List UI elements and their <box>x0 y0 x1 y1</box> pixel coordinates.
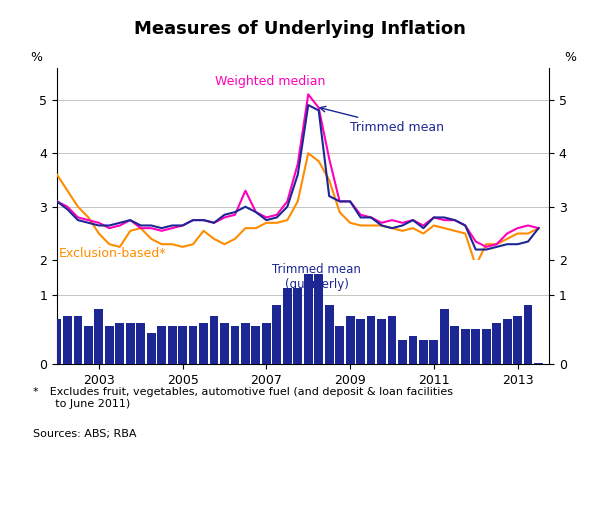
Bar <box>472 330 480 364</box>
Text: %: % <box>30 51 42 64</box>
Bar <box>409 336 418 364</box>
Bar <box>262 322 271 364</box>
Bar <box>209 316 218 364</box>
Bar <box>451 326 459 364</box>
Bar <box>63 316 72 364</box>
Bar <box>325 305 334 364</box>
Bar <box>94 309 103 364</box>
Text: * Excludes fruit, vegetables, automotive fuel (and deposit & loan facilities
  t: * Excludes fruit, vegetables, automotive… <box>33 387 453 409</box>
Bar <box>241 322 250 364</box>
Bar <box>220 322 229 364</box>
Bar <box>388 316 397 364</box>
Bar <box>367 316 376 364</box>
Bar <box>230 326 239 364</box>
Bar <box>272 305 281 364</box>
Bar <box>513 316 522 364</box>
Bar <box>157 326 166 364</box>
Bar <box>492 322 501 364</box>
Bar <box>503 319 512 364</box>
Bar <box>534 362 543 364</box>
Bar <box>430 340 438 364</box>
Bar <box>283 288 292 364</box>
Bar <box>461 330 470 364</box>
Text: Trimmed mean
(quarterly): Trimmed mean (quarterly) <box>272 264 361 291</box>
Bar <box>524 305 532 364</box>
Bar <box>482 330 491 364</box>
Bar <box>419 340 428 364</box>
Bar <box>147 333 155 364</box>
Bar <box>53 319 61 364</box>
Text: Weighted median: Weighted median <box>215 75 326 88</box>
Bar <box>356 319 365 364</box>
Text: Trimmed mean: Trimmed mean <box>320 107 444 134</box>
Text: Exclusion-based*: Exclusion-based* <box>59 247 167 260</box>
Bar <box>377 319 386 364</box>
Bar <box>84 326 93 364</box>
Bar <box>178 326 187 364</box>
Bar <box>136 322 145 364</box>
Bar <box>314 274 323 364</box>
Bar <box>168 326 176 364</box>
Bar <box>346 316 355 364</box>
Bar <box>105 326 114 364</box>
Text: Measures of Underlying Inflation: Measures of Underlying Inflation <box>134 20 466 37</box>
Bar <box>251 326 260 364</box>
Text: Sources: ABS; RBA: Sources: ABS; RBA <box>33 429 137 439</box>
Bar <box>304 274 313 364</box>
Bar <box>398 340 407 364</box>
Bar <box>440 309 449 364</box>
Text: %: % <box>564 51 576 64</box>
Bar <box>199 322 208 364</box>
Bar <box>115 322 124 364</box>
Bar <box>74 316 82 364</box>
Bar <box>188 326 197 364</box>
Bar <box>126 322 134 364</box>
Bar <box>335 326 344 364</box>
Bar <box>293 288 302 364</box>
